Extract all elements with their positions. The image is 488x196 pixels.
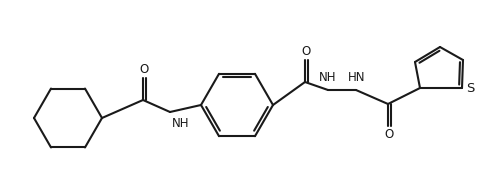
Text: HN: HN [348,71,366,84]
Text: S: S [466,82,474,94]
Text: O: O [385,128,394,141]
Text: NH: NH [319,71,337,84]
Text: O: O [302,45,311,58]
Text: O: O [140,63,149,76]
Text: NH: NH [172,117,189,130]
